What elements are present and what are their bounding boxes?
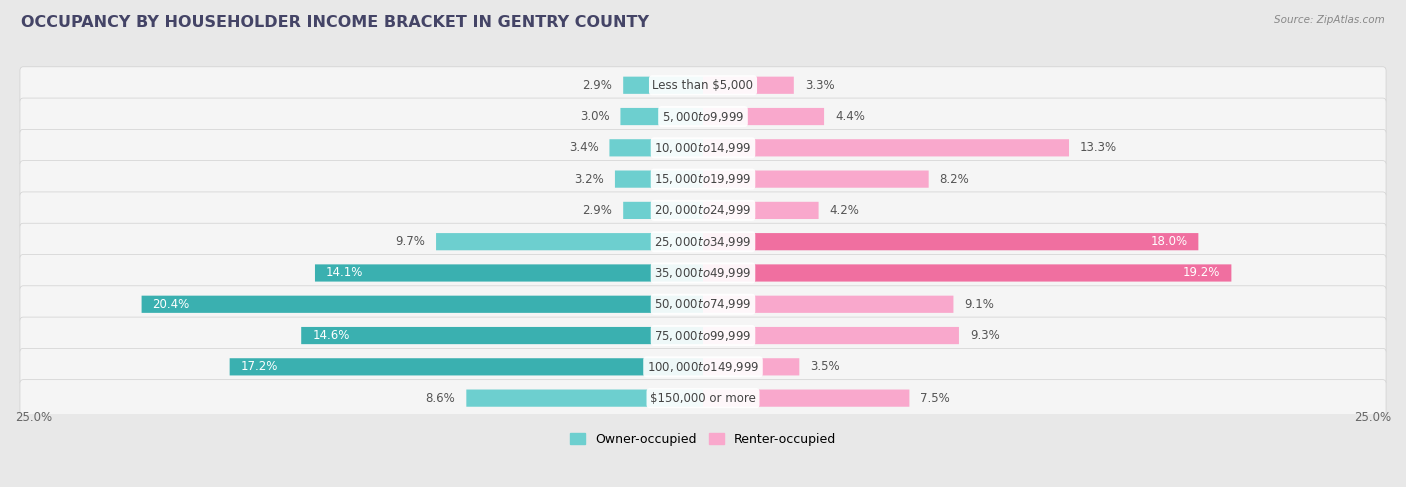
FancyBboxPatch shape [20,286,1386,323]
Text: 14.6%: 14.6% [312,329,350,342]
Text: 20.4%: 20.4% [153,298,190,311]
FancyBboxPatch shape [20,380,1386,416]
Text: 3.0%: 3.0% [579,110,609,123]
FancyBboxPatch shape [467,390,703,407]
FancyBboxPatch shape [20,348,1386,385]
FancyBboxPatch shape [623,76,703,94]
FancyBboxPatch shape [703,233,1198,250]
FancyBboxPatch shape [20,130,1386,166]
FancyBboxPatch shape [703,296,953,313]
FancyBboxPatch shape [703,264,1232,281]
Text: 2.9%: 2.9% [582,204,612,217]
FancyBboxPatch shape [20,98,1386,135]
Text: 25.0%: 25.0% [1354,411,1391,424]
Text: 14.1%: 14.1% [326,266,363,280]
Text: $50,000 to $74,999: $50,000 to $74,999 [654,297,752,311]
Text: 19.2%: 19.2% [1182,266,1220,280]
Text: $35,000 to $49,999: $35,000 to $49,999 [654,266,752,280]
FancyBboxPatch shape [20,317,1386,354]
Text: $5,000 to $9,999: $5,000 to $9,999 [662,110,744,124]
Text: 9.7%: 9.7% [395,235,425,248]
Text: 13.3%: 13.3% [1080,141,1118,154]
FancyBboxPatch shape [703,108,824,125]
Text: $100,000 to $149,999: $100,000 to $149,999 [647,360,759,374]
FancyBboxPatch shape [609,139,703,156]
Text: 2.9%: 2.9% [582,79,612,92]
Text: 8.6%: 8.6% [426,392,456,405]
Text: $75,000 to $99,999: $75,000 to $99,999 [654,329,752,342]
FancyBboxPatch shape [436,233,703,250]
FancyBboxPatch shape [614,170,703,187]
Text: 18.0%: 18.0% [1150,235,1187,248]
Text: 25.0%: 25.0% [15,411,52,424]
FancyBboxPatch shape [301,327,703,344]
FancyBboxPatch shape [20,192,1386,229]
Text: Source: ZipAtlas.com: Source: ZipAtlas.com [1274,15,1385,25]
FancyBboxPatch shape [620,108,703,125]
Text: $20,000 to $24,999: $20,000 to $24,999 [654,204,752,217]
Text: 4.4%: 4.4% [835,110,865,123]
FancyBboxPatch shape [229,358,703,375]
FancyBboxPatch shape [20,161,1386,198]
Text: $25,000 to $34,999: $25,000 to $34,999 [654,235,752,249]
Text: 8.2%: 8.2% [939,172,969,186]
FancyBboxPatch shape [703,202,818,219]
FancyBboxPatch shape [703,358,800,375]
Legend: Owner-occupied, Renter-occupied: Owner-occupied, Renter-occupied [565,428,841,450]
Text: 4.2%: 4.2% [830,204,859,217]
FancyBboxPatch shape [623,202,703,219]
Text: OCCUPANCY BY HOUSEHOLDER INCOME BRACKET IN GENTRY COUNTY: OCCUPANCY BY HOUSEHOLDER INCOME BRACKET … [21,15,650,30]
FancyBboxPatch shape [20,223,1386,260]
Text: $10,000 to $14,999: $10,000 to $14,999 [654,141,752,155]
Text: 3.5%: 3.5% [810,360,839,374]
FancyBboxPatch shape [142,296,703,313]
Text: 9.1%: 9.1% [965,298,994,311]
Text: 3.3%: 3.3% [804,79,834,92]
Text: Less than $5,000: Less than $5,000 [652,79,754,92]
FancyBboxPatch shape [703,327,959,344]
Text: $15,000 to $19,999: $15,000 to $19,999 [654,172,752,186]
Text: 3.2%: 3.2% [574,172,605,186]
FancyBboxPatch shape [703,139,1069,156]
Text: 7.5%: 7.5% [921,392,950,405]
FancyBboxPatch shape [703,170,929,187]
Text: 3.4%: 3.4% [568,141,599,154]
FancyBboxPatch shape [703,76,794,94]
FancyBboxPatch shape [315,264,703,281]
FancyBboxPatch shape [703,390,910,407]
Text: $150,000 or more: $150,000 or more [650,392,756,405]
FancyBboxPatch shape [20,255,1386,291]
Text: 9.3%: 9.3% [970,329,1000,342]
FancyBboxPatch shape [20,67,1386,104]
Text: 17.2%: 17.2% [240,360,278,374]
